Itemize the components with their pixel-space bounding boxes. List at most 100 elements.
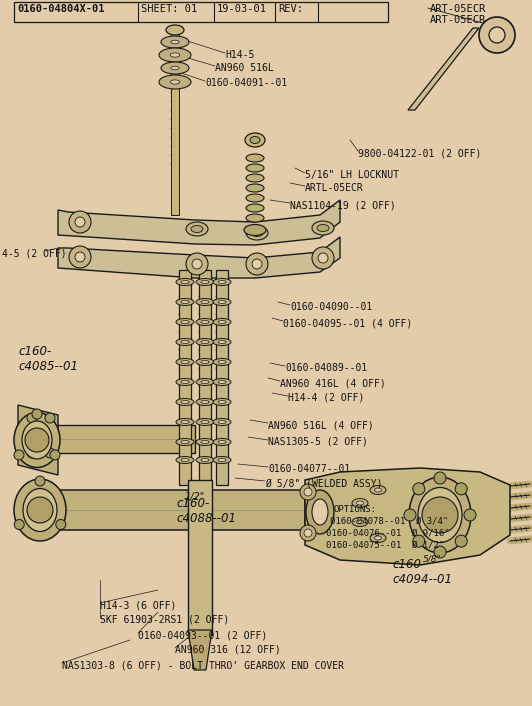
Bar (55, 425, 195, 453)
Circle shape (27, 497, 53, 523)
Ellipse shape (14, 479, 66, 541)
Ellipse shape (218, 421, 226, 424)
Ellipse shape (181, 400, 189, 404)
Text: 0160-04090--01: 0160-04090--01 (290, 302, 372, 312)
Text: H14-5: H14-5 (225, 50, 254, 60)
Circle shape (455, 483, 467, 495)
Ellipse shape (246, 174, 264, 182)
Circle shape (69, 246, 91, 268)
Ellipse shape (218, 400, 226, 404)
Ellipse shape (245, 133, 265, 147)
Ellipse shape (251, 229, 263, 237)
Circle shape (27, 448, 37, 458)
Ellipse shape (218, 301, 226, 304)
Circle shape (56, 520, 66, 530)
Ellipse shape (181, 421, 189, 424)
Ellipse shape (176, 278, 194, 285)
Text: NAS1303-8 (6 OFF) - BOLT THRO' GEARBOX END COVER: NAS1303-8 (6 OFF) - BOLT THRO' GEARBOX E… (62, 660, 344, 670)
Text: 5/8": 5/8" (423, 554, 442, 563)
Ellipse shape (181, 321, 189, 323)
Text: SHEET: 01: SHEET: 01 (141, 4, 197, 14)
Circle shape (300, 484, 316, 500)
Ellipse shape (201, 361, 209, 364)
Ellipse shape (375, 536, 381, 540)
Text: c160-
c4085--01: c160- c4085--01 (18, 345, 78, 373)
Text: NAS1104-19 (2 OFF): NAS1104-19 (2 OFF) (290, 200, 396, 210)
Bar (188, 480, 212, 635)
Circle shape (404, 509, 416, 521)
Ellipse shape (218, 381, 226, 383)
Polygon shape (18, 405, 58, 475)
Text: Ø 5/8" (WELDED ASSY): Ø 5/8" (WELDED ASSY) (265, 478, 383, 488)
Circle shape (318, 253, 328, 263)
Circle shape (246, 253, 268, 275)
Ellipse shape (246, 154, 264, 162)
Text: 0160-04093--01 (2 OFF): 0160-04093--01 (2 OFF) (138, 630, 267, 640)
Circle shape (69, 211, 91, 233)
Text: OPTIONS:: OPTIONS: (333, 505, 376, 514)
Text: AN960 516L: AN960 516L (215, 63, 274, 73)
Ellipse shape (250, 136, 260, 143)
Ellipse shape (196, 359, 214, 366)
Ellipse shape (246, 194, 264, 202)
Circle shape (45, 448, 55, 458)
Ellipse shape (196, 419, 214, 426)
Circle shape (192, 259, 202, 269)
Text: 9800-04122-01 (2 OFF): 9800-04122-01 (2 OFF) (358, 148, 481, 158)
Ellipse shape (218, 280, 226, 284)
Circle shape (45, 413, 55, 423)
Ellipse shape (196, 318, 214, 325)
Circle shape (75, 252, 85, 262)
Text: SKF 61903-2RS1 (2 OFF): SKF 61903-2RS1 (2 OFF) (100, 615, 229, 625)
Bar (179, 270, 191, 485)
Bar (171, 30, 179, 215)
Text: 5/16" LH LOCKNUT: 5/16" LH LOCKNUT (305, 170, 399, 180)
Ellipse shape (201, 400, 209, 404)
Text: REV:: REV: (278, 4, 303, 14)
Text: AN960 416L (4 OFF): AN960 416L (4 OFF) (280, 378, 386, 388)
Ellipse shape (22, 421, 52, 459)
Circle shape (27, 413, 37, 423)
Ellipse shape (246, 164, 264, 172)
Circle shape (25, 428, 49, 452)
Ellipse shape (23, 489, 57, 532)
Ellipse shape (418, 488, 462, 542)
Circle shape (252, 259, 262, 269)
Ellipse shape (176, 438, 194, 445)
Polygon shape (58, 200, 340, 245)
Ellipse shape (201, 321, 209, 323)
Ellipse shape (213, 457, 231, 464)
Circle shape (455, 535, 467, 547)
Circle shape (300, 525, 316, 541)
Ellipse shape (181, 361, 189, 364)
Ellipse shape (191, 225, 203, 232)
Ellipse shape (166, 25, 184, 35)
Ellipse shape (213, 438, 231, 445)
Ellipse shape (218, 340, 226, 344)
Ellipse shape (356, 520, 363, 524)
Bar (55, 490, 305, 530)
Circle shape (312, 247, 334, 269)
Ellipse shape (201, 381, 209, 383)
Text: c160-
c4088--01: c160- c4088--01 (176, 497, 236, 525)
Circle shape (32, 409, 42, 419)
Text: 4-5 (2 OFF): 4-5 (2 OFF) (2, 248, 66, 258)
Ellipse shape (170, 53, 180, 57)
Text: ART-05ECR: ART-05ECR (430, 4, 486, 14)
Ellipse shape (196, 299, 214, 306)
Ellipse shape (181, 441, 189, 443)
Ellipse shape (196, 438, 214, 445)
Ellipse shape (181, 381, 189, 383)
Ellipse shape (213, 378, 231, 385)
Polygon shape (188, 630, 212, 670)
Ellipse shape (201, 421, 209, 424)
Ellipse shape (246, 184, 264, 192)
Ellipse shape (213, 278, 231, 285)
Ellipse shape (159, 75, 191, 89)
Ellipse shape (176, 338, 194, 345)
Ellipse shape (159, 48, 191, 62)
Ellipse shape (213, 419, 231, 426)
Text: H14-3 (6 OFF): H14-3 (6 OFF) (100, 600, 177, 610)
Bar (199, 270, 211, 485)
Ellipse shape (312, 221, 334, 235)
